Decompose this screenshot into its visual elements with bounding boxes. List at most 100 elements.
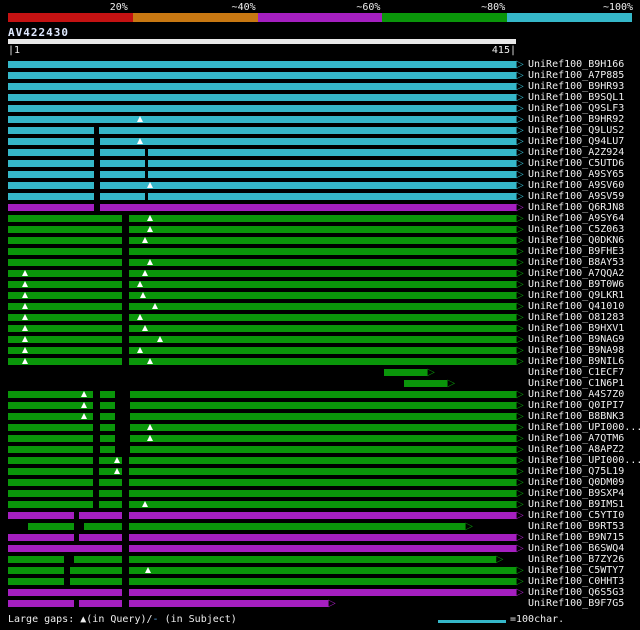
hit-bar[interactable] [8, 193, 516, 200]
hit-id-label[interactable]: UniRef100_O81283 [528, 312, 624, 323]
hit-id-label[interactable]: UniRef100_A7QQA2 [528, 268, 624, 279]
hit-id-label[interactable]: UniRef100_UPI000... [528, 422, 640, 433]
hit-bar[interactable] [8, 600, 328, 607]
hit-bar[interactable] [8, 589, 516, 596]
hit-id-label[interactable]: UniRef100_C1N6P1 [528, 378, 624, 389]
hit-id-label[interactable]: UniRef100_B9HR92 [528, 114, 624, 125]
hit-bar[interactable] [8, 446, 516, 453]
hit-bar[interactable] [8, 204, 516, 211]
hit-bar[interactable] [8, 545, 516, 552]
hit-id-label[interactable]: UniRef100_Q6RJN8 [528, 202, 624, 213]
hit-bar[interactable] [8, 479, 516, 486]
hit-end-arrow-icon: ▷ [516, 510, 524, 521]
hit-id-label[interactable]: UniRef100_B9SQL1 [528, 92, 624, 103]
hit-bar[interactable] [8, 61, 516, 68]
hit-bar[interactable] [8, 116, 516, 123]
hit-bar[interactable] [8, 314, 516, 321]
hit-id-label[interactable]: UniRef100_A9SY65 [528, 169, 624, 180]
hit-id-label[interactable]: UniRef100_B9N715 [528, 532, 624, 543]
hit-bar[interactable] [8, 226, 516, 233]
hit-id-label[interactable]: UniRef100_B9SXP4 [528, 488, 624, 499]
hit-bar[interactable] [28, 523, 465, 530]
hit-id-label[interactable]: UniRef100_A7P885 [528, 70, 624, 81]
hit-bar[interactable] [8, 347, 516, 354]
hit-id-label[interactable]: UniRef100_A4S7Z0 [528, 389, 624, 400]
hit-bar[interactable] [8, 83, 516, 90]
hit-bar[interactable] [8, 457, 516, 464]
hit-bar[interactable] [8, 292, 516, 299]
hit-id-label[interactable]: UniRef100_B9F7G5 [528, 598, 624, 609]
hit-bar[interactable] [8, 270, 516, 277]
hit-id-label[interactable]: UniRef100_Q41010 [528, 301, 624, 312]
hit-id-label[interactable]: UniRef100_A9SV60 [528, 180, 624, 191]
hit-id-label[interactable]: UniRef100_Q6S5G3 [528, 587, 624, 598]
hit-bar[interactable] [8, 72, 516, 79]
hit-id-label[interactable]: UniRef100_A2Z924 [528, 147, 624, 158]
hit-bar[interactable] [8, 259, 516, 266]
hit-bar[interactable] [8, 127, 516, 134]
hit-id-label[interactable]: UniRef100_B9T0W6 [528, 279, 624, 290]
hit-id-label[interactable]: UniRef100_B9H166 [528, 59, 624, 70]
hit-bar[interactable] [8, 556, 496, 563]
hit-id-label[interactable]: UniRef100_C5UTD6 [528, 158, 624, 169]
hit-id-label[interactable]: UniRef100_B9IMS1 [528, 499, 624, 510]
hit-bar[interactable] [8, 358, 516, 365]
hit-bar[interactable] [8, 435, 516, 442]
hit-id-label[interactable]: UniRef100_Q9LKR1 [528, 290, 624, 301]
hit-id-label[interactable]: UniRef100_B9HR93 [528, 81, 624, 92]
hit-bar[interactable] [8, 325, 516, 332]
hit-id-label[interactable]: UniRef100_A9SY64 [528, 213, 624, 224]
hit-bar[interactable] [8, 160, 516, 167]
hit-bar[interactable] [8, 501, 516, 508]
hit-id-label[interactable]: UniRef100_B9RT53 [528, 521, 624, 532]
hit-id-label[interactable]: UniRef100_Q75L19 [528, 466, 624, 477]
hit-id-label[interactable]: UniRef100_UPI000... [528, 455, 640, 466]
hit-id-label[interactable]: UniRef100_C5YTI0 [528, 510, 624, 521]
hit-id-label[interactable]: UniRef100_Q94LU7 [528, 136, 624, 147]
hit-bar[interactable] [8, 215, 516, 222]
hit-id-label[interactable]: UniRef100_Q0DKN6 [528, 235, 624, 246]
hit-bar[interactable] [8, 237, 516, 244]
hit-bar[interactable] [8, 94, 516, 101]
hit-id-label[interactable]: UniRef100_C5WTY7 [528, 565, 624, 576]
hit-bar[interactable] [8, 424, 516, 431]
hit-bar[interactable] [8, 567, 516, 574]
hit-bar[interactable] [8, 105, 516, 112]
hit-id-label[interactable]: UniRef100_B6SWQ4 [528, 543, 624, 554]
hit-bar[interactable] [8, 281, 516, 288]
hit-id-label[interactable]: UniRef100_Q0IPI7 [528, 400, 624, 411]
hit-bar[interactable] [8, 490, 516, 497]
hit-bar[interactable] [8, 138, 516, 145]
hit-bar[interactable] [8, 336, 516, 343]
hit-bar[interactable] [8, 149, 516, 156]
hit-bar[interactable] [384, 369, 427, 376]
hit-id-label[interactable]: UniRef100_Q0DM09 [528, 477, 624, 488]
gap-mark [93, 457, 99, 464]
hit-id-label[interactable]: UniRef100_B8BNK3 [528, 411, 624, 422]
hit-bar[interactable] [8, 303, 516, 310]
hit-id-label[interactable]: UniRef100_B9HXV1 [528, 323, 624, 334]
hit-bar[interactable] [8, 578, 516, 585]
hit-id-label[interactable]: UniRef100_B9NIL6 [528, 356, 624, 367]
hit-id-label[interactable]: UniRef100_B9FHE3 [528, 246, 624, 257]
hit-id-label[interactable]: UniRef100_A9SV59 [528, 191, 624, 202]
hit-id-label[interactable]: UniRef100_Q9LUS2 [528, 125, 624, 136]
hit-id-label[interactable]: UniRef100_B8AY53 [528, 257, 624, 268]
hit-bar[interactable] [8, 182, 516, 189]
hit-id-label[interactable]: UniRef100_C0HHT3 [528, 576, 624, 587]
hit-id-label[interactable]: UniRef100_C1ECF7 [528, 367, 624, 378]
hit-bar[interactable] [404, 380, 447, 387]
hit-id-label[interactable]: UniRef100_A8APZ2 [528, 444, 624, 455]
hit-id-label[interactable]: UniRef100_B9NA98 [528, 345, 624, 356]
hit-bar[interactable] [8, 468, 516, 475]
hit-bar[interactable] [8, 512, 516, 519]
hit-id-label[interactable]: UniRef100_A7QTM6 [528, 433, 624, 444]
hit-id-label[interactable]: UniRef100_C5Z063 [528, 224, 624, 235]
alignment-row: ▷UniRef100_B9SQL1 [0, 92, 640, 103]
hit-bar[interactable] [8, 248, 516, 255]
hit-id-label[interactable]: UniRef100_B9NAG9 [528, 334, 624, 345]
hit-bar[interactable] [8, 534, 516, 541]
hit-id-label[interactable]: UniRef100_Q9SLF3 [528, 103, 624, 114]
hit-bar[interactable] [8, 171, 516, 178]
hit-id-label[interactable]: UniRef100_B7ZY26 [528, 554, 624, 565]
